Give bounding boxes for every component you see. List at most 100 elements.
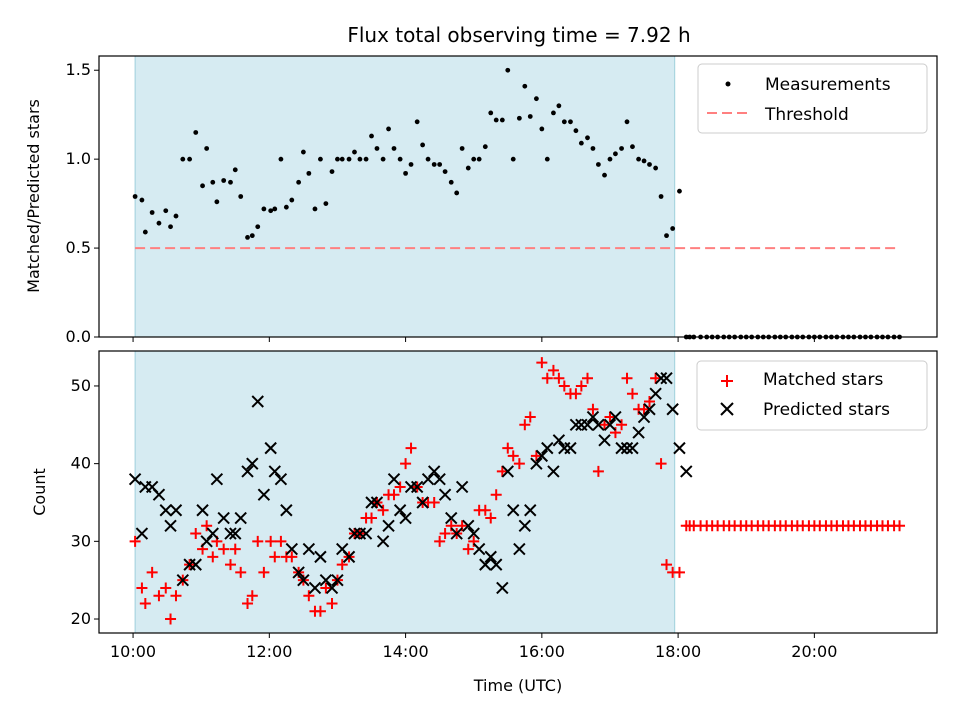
matched-star-point <box>326 597 338 609</box>
matched-star-point <box>394 481 406 493</box>
matched-star-point <box>207 551 219 563</box>
predicted-star-point <box>410 480 424 494</box>
predicted-star-point <box>196 504 209 517</box>
x-tick-label: 10:00 <box>110 642 156 661</box>
predicted-star-point <box>552 434 566 447</box>
predicted-star-point <box>241 465 254 478</box>
top-panel: 0.0 0.5 1.0 1.5 Matched/Predicted stars Mea… <box>24 55 938 346</box>
measurement-point <box>335 156 340 162</box>
predicted-star-point <box>224 527 237 540</box>
bottom-legend[interactable]: Matched stars Predicted stars <box>696 360 928 431</box>
predicted-star-point <box>513 542 526 556</box>
measurement-point <box>482 144 488 150</box>
measurement-point <box>619 146 624 151</box>
matched-star-point <box>507 450 519 462</box>
measurement-point <box>142 229 148 235</box>
predicted-star-point <box>530 457 543 470</box>
matched-star-point <box>592 465 604 477</box>
predicted-star-point <box>569 418 583 432</box>
predicted-star-point <box>433 472 446 486</box>
matched-star-point <box>165 613 177 625</box>
matched-star-point <box>258 566 270 578</box>
predicted-star-point <box>496 581 509 595</box>
predicted-star-point <box>376 535 390 548</box>
measurement-point <box>278 156 284 162</box>
matched-star-point <box>190 528 202 540</box>
predicted-star-point <box>462 519 475 533</box>
measurement-point <box>499 117 505 123</box>
matched-star-point <box>673 566 685 578</box>
measurement-point <box>602 172 607 178</box>
measurement-point <box>641 158 647 164</box>
matched-star-point <box>366 512 378 524</box>
matched-star-point <box>530 450 542 462</box>
predicted-star-point <box>285 542 299 556</box>
measurement-point <box>156 220 162 226</box>
predicted-star-point <box>342 550 356 564</box>
matched-star-point <box>650 372 662 384</box>
bottom-panel: 20 30 40 50 10:00 12:00 14:00 16:00 18:00 20:00 C… <box>30 350 938 695</box>
predicted-star-point <box>229 527 242 540</box>
predicted-star-point <box>535 449 549 463</box>
chart-title: Flux total observing time = 7.92 h <box>347 23 690 47</box>
predicted-star-point <box>564 441 577 455</box>
measurement-point <box>630 144 635 150</box>
predicted-star-point <box>280 504 293 517</box>
matched-star-point <box>524 411 536 423</box>
matched-star-point <box>153 590 165 602</box>
measurement-point <box>431 162 437 167</box>
predicted-star-point <box>331 573 344 587</box>
matched-star-point <box>541 372 553 384</box>
measurement-point <box>261 206 267 212</box>
measurement-point <box>238 194 244 199</box>
matched-star-point <box>604 411 616 423</box>
predicted-legend-marker <box>720 402 734 416</box>
measurement-point <box>551 110 556 116</box>
measurement-point <box>329 169 335 175</box>
measurement-point <box>318 156 323 162</box>
predicted-star-point <box>189 558 202 571</box>
bottom-plot-frame <box>98 350 938 634</box>
measurement-point <box>408 162 414 167</box>
matched-star-point <box>621 372 633 384</box>
measurement-point <box>221 178 227 183</box>
measurement-point <box>488 110 494 116</box>
measurement-point <box>380 156 386 162</box>
measurement-point <box>465 165 471 171</box>
measurement-point <box>556 103 562 109</box>
predicted-star-point <box>524 504 537 517</box>
predicted-star-point <box>370 496 384 509</box>
predicted-star-point <box>210 472 224 486</box>
measurement-point <box>624 119 630 125</box>
measurements-legend-label: Measurements <box>765 75 891 95</box>
matched-star-point <box>314 605 326 617</box>
matched-star-point <box>229 543 241 555</box>
matched-star-point <box>434 535 446 547</box>
predicted-star-point <box>637 410 651 424</box>
measurement-point <box>647 162 652 167</box>
measurement-point <box>636 156 641 162</box>
matched-star-point <box>638 403 650 415</box>
measurement-point <box>516 115 522 121</box>
matched-star-point <box>479 504 491 516</box>
predicted-star-point <box>541 441 554 455</box>
predicted-star-point <box>297 573 310 587</box>
predicted-star-point <box>518 519 532 533</box>
x-tick-label: 12:00 <box>246 642 292 661</box>
bottom-legend-box <box>696 360 928 431</box>
measurement-point <box>249 233 255 239</box>
measurements-legend-marker <box>725 81 731 87</box>
measurement-point <box>232 167 238 173</box>
measurement-point <box>173 213 179 219</box>
predicted-star-point <box>416 496 429 509</box>
matched-star-point <box>218 543 230 555</box>
top-legend[interactable]: Measurements Threshold <box>697 63 928 134</box>
matched-star-point <box>616 419 628 431</box>
y-tick-label: 0.0 <box>66 327 91 346</box>
matched-star-point <box>136 582 148 594</box>
predicted-star-point <box>507 504 520 517</box>
measurement-point <box>200 183 205 189</box>
matched-star-point <box>170 590 182 602</box>
matched-star-point <box>536 357 548 369</box>
measurement-point <box>613 151 618 157</box>
